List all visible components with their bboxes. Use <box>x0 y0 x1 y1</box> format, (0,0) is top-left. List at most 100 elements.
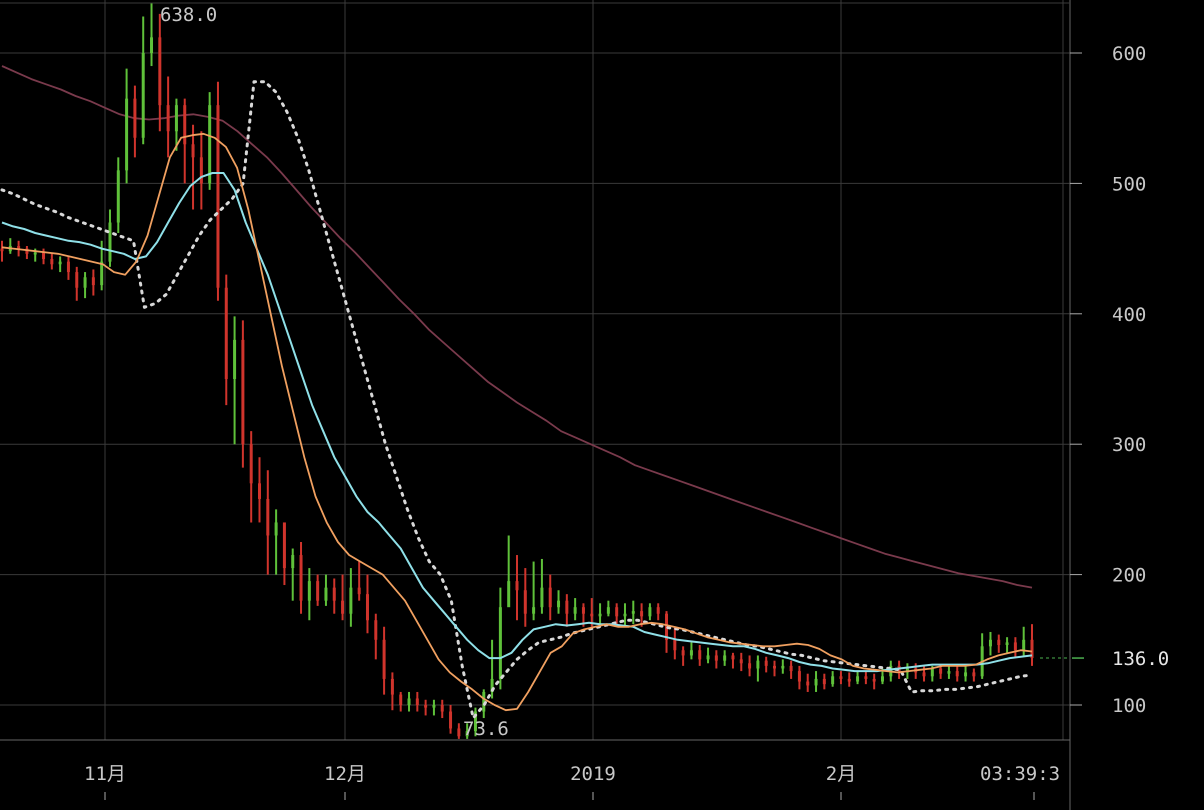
candle <box>249 431 253 523</box>
candle <box>399 691 403 712</box>
candle <box>116 157 120 233</box>
candle <box>274 509 278 575</box>
last-price-marker: 136.0 <box>1040 648 1169 670</box>
candle <box>365 574 369 634</box>
candle <box>83 272 87 299</box>
candle-body <box>25 248 29 254</box>
candle <box>307 568 311 621</box>
candle-body <box>424 705 428 708</box>
candle-body <box>673 639 677 651</box>
candle <box>415 691 419 712</box>
candle <box>872 673 876 690</box>
candle <box>723 650 727 666</box>
candle <box>955 665 959 682</box>
candle-body <box>706 655 710 660</box>
candle <box>839 671 843 685</box>
candle-body <box>581 607 585 614</box>
candle-body <box>773 665 776 669</box>
candle-body <box>997 639 1001 646</box>
candle <box>689 642 693 660</box>
candle-body <box>507 581 511 608</box>
candle <box>341 574 345 621</box>
candle <box>714 650 718 669</box>
candle-body <box>382 639 386 679</box>
candle <box>324 574 328 606</box>
candle-body <box>1030 639 1034 659</box>
candle <box>731 652 735 669</box>
candle <box>108 209 112 267</box>
candle-body <box>498 607 502 679</box>
candle <box>756 655 760 682</box>
ma-mid-layer <box>1 172 1033 673</box>
candle-body <box>125 98 129 171</box>
candle <box>150 3 154 67</box>
candle-body <box>880 676 884 682</box>
candle <box>939 665 943 679</box>
ma-slow-layer <box>1 65 1033 589</box>
candle-body <box>465 731 469 737</box>
candle <box>349 568 353 627</box>
candle <box>847 672 851 687</box>
candle-body <box>806 681 810 686</box>
candle-body <box>133 98 137 138</box>
x-tick-label-dec: 12月 <box>324 763 366 785</box>
candle-body <box>557 600 561 608</box>
candle-body <box>847 678 851 682</box>
candle-body <box>615 607 619 617</box>
candle <box>42 248 46 265</box>
ma-fast-layer <box>1 132 1033 712</box>
candle-body <box>756 660 760 669</box>
candle <box>125 68 129 184</box>
candle-body <box>299 555 303 601</box>
candle <box>814 671 818 692</box>
candle <box>681 646 685 666</box>
ma-fast-line <box>1 132 1033 712</box>
candle <box>797 665 801 690</box>
ma-dotted-layer <box>0 80 1034 720</box>
candle-body <box>316 581 320 601</box>
x-tick-label-nov: 11月 <box>84 763 126 785</box>
candle-body <box>681 650 685 656</box>
candle-body <box>174 105 178 132</box>
candle-body <box>947 671 951 674</box>
candle-body <box>233 339 237 379</box>
candles-layer <box>0 3 1034 739</box>
candle <box>25 245 29 260</box>
candle <box>640 603 644 627</box>
candle <box>191 124 195 210</box>
candle <box>166 76 170 158</box>
candle <box>224 274 228 406</box>
candle-body <box>490 678 494 692</box>
candle-body <box>955 671 959 677</box>
candle <box>473 707 477 737</box>
candle-body <box>598 613 602 617</box>
candle <box>565 594 569 627</box>
candle-body <box>1005 642 1009 646</box>
candle-body <box>274 522 278 536</box>
candle <box>241 320 245 468</box>
candle-body <box>17 245 21 249</box>
candle <box>515 555 519 621</box>
candle-body <box>324 587 328 601</box>
candle-body <box>357 587 361 595</box>
candle-body <box>565 600 569 614</box>
candle-body <box>656 607 660 614</box>
candle <box>66 256 70 280</box>
candle <box>972 668 976 682</box>
candle <box>831 671 835 687</box>
candle <box>440 699 444 719</box>
current-time-label: 03:39:3 <box>980 763 1060 785</box>
candle-body <box>332 587 336 601</box>
candle <box>673 626 677 660</box>
candle <box>532 561 536 621</box>
y-tick-label-200: 200 <box>1112 565 1146 587</box>
candle <box>432 699 436 716</box>
candle-body <box>972 672 976 677</box>
candle <box>183 98 187 184</box>
candle-body <box>988 639 992 647</box>
candle-body <box>291 555 295 569</box>
candle-body <box>714 655 718 661</box>
candle <box>174 98 178 151</box>
